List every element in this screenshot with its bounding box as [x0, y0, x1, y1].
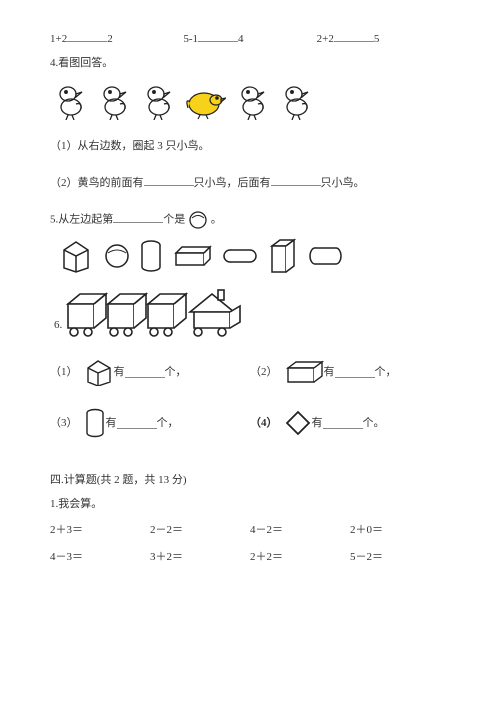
bird-icon — [236, 82, 270, 120]
cylinder-side-icon — [308, 246, 342, 266]
calc-item: 4－3＝ — [50, 549, 150, 567]
q6-item-4: （4） 有 个。 — [250, 408, 450, 438]
calc-item: 2＋3＝ — [50, 522, 150, 540]
sphere-icon — [104, 243, 130, 269]
text: 个， — [165, 364, 187, 382]
cylinder-icon — [84, 408, 106, 438]
section-4-heading: 四.计算题(共 2 题，共 13 分) — [50, 472, 450, 490]
eq-rhs: 2 — [107, 33, 113, 45]
num: （4） — [250, 415, 278, 433]
bird-icon — [98, 82, 132, 120]
blank — [323, 417, 363, 429]
blank — [334, 30, 374, 42]
q4-title: 4.看图回答。 — [50, 55, 450, 73]
eq-rhs: 4 — [238, 33, 244, 45]
eq-1: 1+2 2 — [50, 30, 183, 49]
text: 只小鸟。 — [321, 177, 365, 189]
train-icon — [64, 284, 264, 340]
cube-icon — [84, 358, 114, 386]
cuboid-icon — [284, 360, 324, 384]
blank — [144, 174, 194, 186]
blank — [117, 417, 157, 429]
text: 有 — [324, 364, 335, 382]
text: 只小鸟，后面有 — [194, 177, 271, 189]
birds-row — [54, 82, 450, 120]
blank — [67, 30, 107, 42]
text: （2）黄鸟的前面有 — [50, 177, 144, 189]
bird-icon — [54, 82, 88, 120]
calc-item: 3＋2＝ — [150, 549, 250, 567]
blank — [113, 211, 163, 223]
num: （1） — [50, 364, 78, 382]
q6-item-2: （2） 有 个， — [250, 358, 450, 386]
train-row: 6. — [54, 284, 450, 340]
calc-grid: 2＋3＝ 2－2＝ 4－2＝ 2＋0＝ 4－3＝ 3＋2＝ 2＋2＝ 5－2＝ — [50, 522, 450, 577]
yellow-bird-icon — [186, 84, 226, 120]
q6-item-3: （3） 有 个， — [50, 408, 250, 438]
tall-cuboid-icon — [268, 238, 298, 274]
text: 有 — [114, 364, 125, 382]
calc-item: 5－2＝ — [350, 549, 450, 567]
calc-item: 2＋2＝ — [250, 549, 350, 567]
blank — [125, 366, 165, 378]
q5: 5.从左边起第 个是 。 — [50, 210, 450, 230]
q6-prefix: 6. — [54, 317, 62, 335]
text: 个。 — [363, 415, 385, 433]
eq-lhs: 5-1 — [183, 33, 198, 45]
text: 有 — [312, 415, 323, 433]
blank — [335, 366, 375, 378]
calc-item: 4－2＝ — [250, 522, 350, 540]
text: 5.从左边起第 — [50, 214, 113, 226]
text: 。 — [211, 214, 222, 226]
eq-2: 5-1 4 — [183, 30, 316, 49]
q6-item-1: （1） 有 个， — [50, 358, 250, 386]
flat-cylinder-icon — [222, 248, 258, 264]
shapes-row — [58, 238, 450, 274]
num: （3） — [50, 415, 78, 433]
eq-lhs: 2+2 — [317, 33, 334, 45]
eq-rhs: 5 — [374, 33, 380, 45]
cuboid-icon — [172, 245, 212, 267]
bird-icon — [280, 82, 314, 120]
equation-row: 1+2 2 5-1 4 2+2 5 — [50, 30, 450, 49]
eq-3: 2+2 5 — [317, 30, 450, 49]
num: （2） — [250, 364, 278, 382]
diamond-icon — [284, 409, 312, 437]
calc-item: 2－2＝ — [150, 522, 250, 540]
cube-icon — [58, 238, 94, 274]
q4-sub2: （2）黄鸟的前面有 只小鸟，后面有 只小鸟。 — [50, 174, 450, 193]
cylinder-icon — [140, 239, 162, 273]
text: 个是 — [163, 214, 185, 226]
q6-grid: （1） 有个， （2） 有个， （3） 有个， （4） 有个。 — [50, 358, 450, 460]
blank — [198, 30, 238, 42]
text: 有 — [106, 415, 117, 433]
calc-item: 2＋0＝ — [350, 522, 450, 540]
text: 个， — [375, 364, 397, 382]
calc-title: 1.我会算。 — [50, 496, 450, 514]
q4-sub1: （1）从右边数，圈起 3 只小鸟。 — [50, 138, 450, 156]
text: 个， — [157, 415, 179, 433]
sphere-icon — [188, 210, 208, 230]
eq-lhs: 1+2 — [50, 33, 67, 45]
bird-icon — [142, 82, 176, 120]
blank — [271, 174, 321, 186]
